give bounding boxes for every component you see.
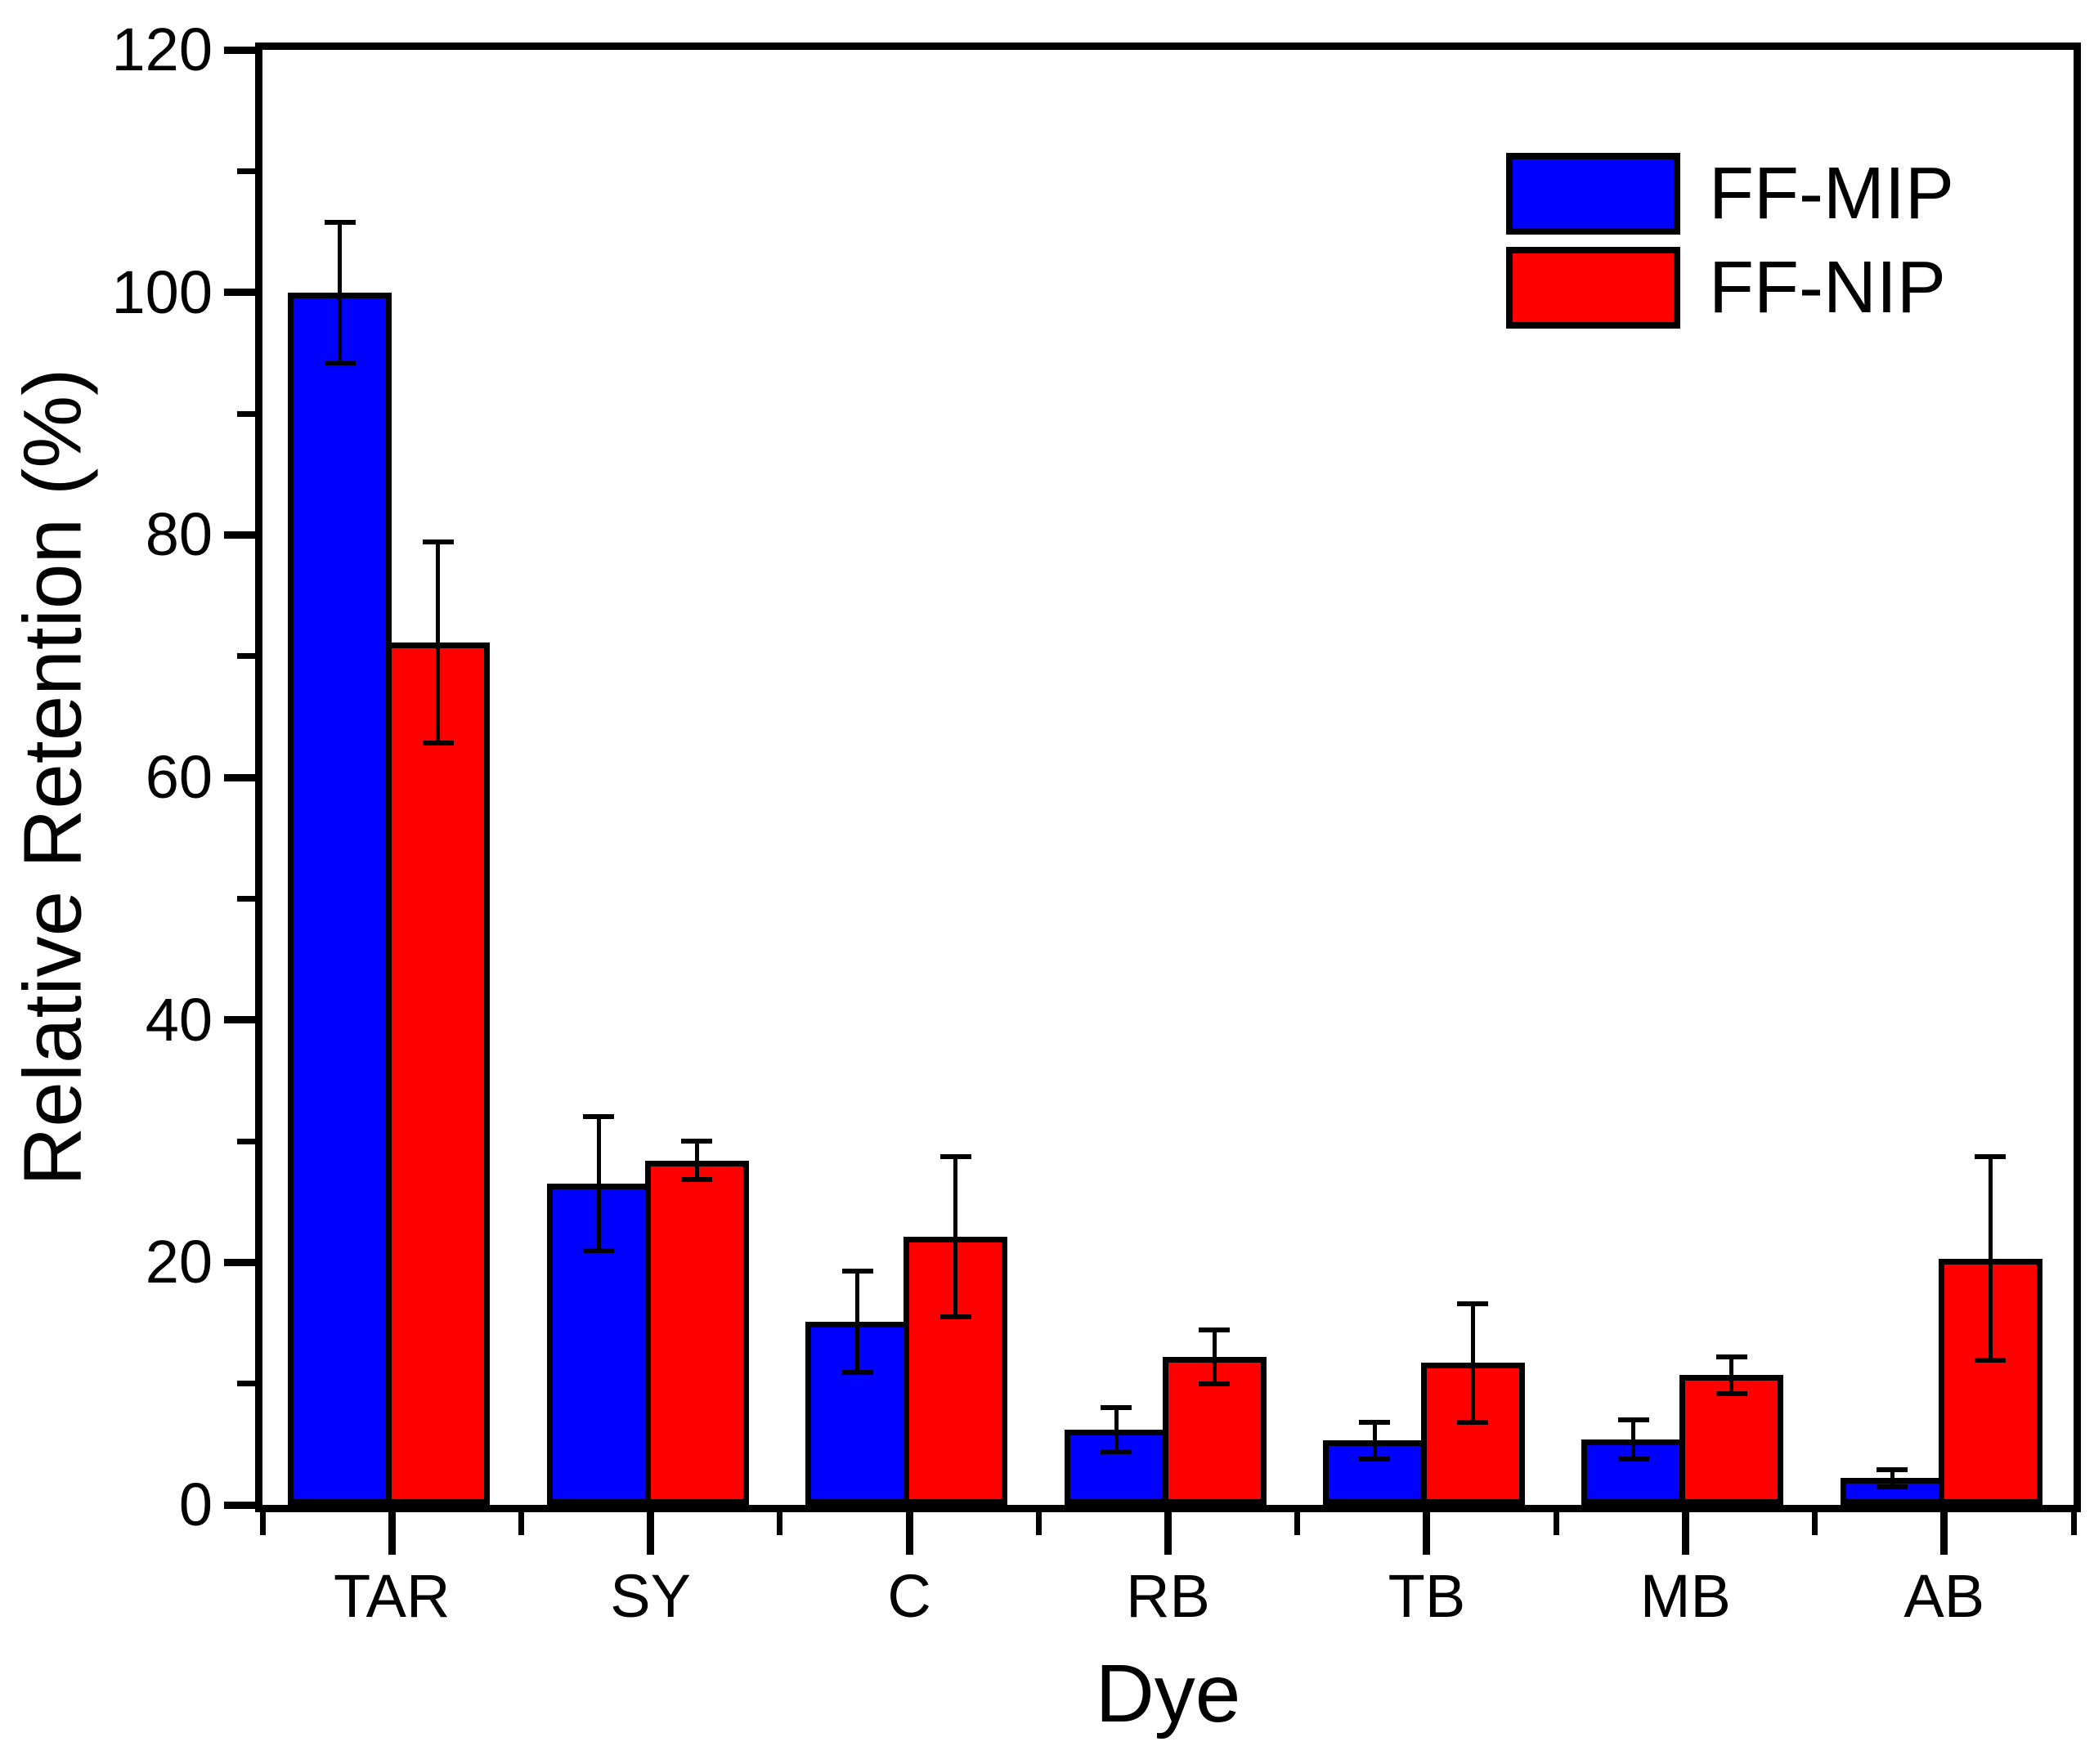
error-cap-bottom-FF-MIP-TB — [1359, 1456, 1391, 1462]
bar-FF-NIP-SY — [644, 1160, 749, 1505]
bar-FF-MIP-TAR — [288, 292, 392, 1505]
error-cap-top-FF-MIP-SY — [583, 1114, 615, 1120]
y-major-tick-100 — [224, 289, 255, 297]
x-axis-title: Dye — [1095, 1648, 1241, 1739]
x-major-tick-SY — [647, 1512, 655, 1555]
error-bar-FF-MIP-RB — [1114, 1408, 1119, 1452]
y-major-tick-120 — [224, 46, 255, 54]
error-bar-FF-NIP-RB — [1212, 1330, 1217, 1384]
x-tick-label-SY: SY — [610, 1562, 691, 1630]
error-cap-bottom-FF-MIP-C — [841, 1370, 873, 1376]
error-bar-FF-MIP-MB — [1631, 1420, 1636, 1459]
plot-area — [255, 43, 2081, 1512]
error-bar-FF-NIP-SY — [694, 1141, 699, 1180]
error-cap-top-FF-NIP-TAR — [422, 539, 454, 545]
x-minor-tick-0 — [259, 1512, 266, 1535]
y-minor-tick-50 — [237, 895, 255, 902]
x-minor-tick-5 — [1553, 1512, 1559, 1535]
y-minor-tick-10 — [237, 1381, 255, 1387]
error-cap-bottom-FF-MIP-SY — [583, 1247, 615, 1253]
error-cap-top-FF-MIP-MB — [1617, 1417, 1649, 1423]
x-tick-label-MB: MB — [1639, 1562, 1731, 1630]
legend-swatch-ff-nip — [1506, 247, 1680, 329]
x-minor-tick-4 — [1294, 1512, 1301, 1535]
x-tick-label-C: C — [887, 1562, 931, 1630]
error-cap-bottom-FF-MIP-RB — [1101, 1448, 1132, 1454]
x-major-tick-TB — [1423, 1512, 1431, 1555]
y-tick-label-20: 20 — [145, 1228, 213, 1296]
x-major-tick-C — [905, 1512, 913, 1555]
y-minor-tick-110 — [237, 168, 255, 174]
error-cap-bottom-FF-NIP-SY — [681, 1177, 713, 1183]
error-cap-bottom-FF-MIP-MB — [1617, 1456, 1649, 1462]
x-major-tick-MB — [1681, 1512, 1689, 1555]
error-cap-bottom-FF-MIP-AB — [1877, 1484, 1908, 1489]
error-cap-top-FF-MIP-TB — [1359, 1420, 1391, 1426]
error-bar-FF-MIP-AB — [1890, 1469, 1894, 1487]
error-cap-bottom-FF-NIP-MB — [1715, 1390, 1747, 1396]
error-bar-FF-NIP-C — [953, 1157, 958, 1318]
x-minor-tick-1 — [518, 1512, 524, 1535]
error-cap-bottom-FF-NIP-TAR — [422, 741, 454, 746]
error-cap-bottom-FF-NIP-TB — [1457, 1420, 1489, 1426]
error-cap-top-FF-MIP-RB — [1101, 1405, 1132, 1411]
error-bar-FF-MIP-C — [855, 1270, 860, 1373]
error-cap-top-FF-MIP-AB — [1877, 1466, 1908, 1472]
error-bar-FF-NIP-TB — [1470, 1303, 1475, 1423]
legend-label-ff-mip: FF-MIP — [1709, 153, 1954, 235]
y-tick-label-80: 80 — [145, 500, 213, 569]
x-minor-tick-2 — [777, 1512, 783, 1535]
error-bar-FF-NIP-AB — [1988, 1157, 1993, 1361]
y-tick-label-60: 60 — [145, 743, 213, 811]
x-minor-tick-6 — [1812, 1512, 1818, 1535]
y-tick-label-100: 100 — [111, 257, 213, 326]
error-cap-top-FF-NIP-MB — [1715, 1354, 1747, 1360]
error-cap-top-FF-NIP-RB — [1199, 1327, 1230, 1333]
y-major-tick-40 — [224, 1016, 255, 1024]
x-tick-label-RB: RB — [1126, 1562, 1210, 1630]
x-tick-label-AB: AB — [1903, 1562, 1985, 1630]
y-minor-tick-70 — [237, 653, 255, 660]
error-cap-bottom-FF-NIP-C — [939, 1314, 971, 1320]
error-cap-top-FF-NIP-AB — [1975, 1154, 2007, 1160]
error-bar-FF-NIP-MB — [1729, 1357, 1734, 1394]
y-major-tick-0 — [224, 1501, 255, 1509]
error-cap-bottom-FF-NIP-AB — [1975, 1358, 2007, 1363]
x-major-tick-RB — [1164, 1512, 1172, 1555]
legend-swatch-ff-mip — [1506, 153, 1680, 235]
x-tick-label-TAR: TAR — [333, 1562, 451, 1630]
y-major-tick-20 — [224, 1258, 255, 1266]
y-major-tick-80 — [224, 531, 255, 539]
error-cap-bottom-FF-NIP-RB — [1199, 1381, 1230, 1386]
legend-label-ff-nip: FF-NIP — [1709, 247, 1946, 329]
x-minor-tick-3 — [1035, 1512, 1042, 1535]
y-tick-label-120: 120 — [111, 16, 213, 83]
error-bar-FF-NIP-TAR — [436, 542, 441, 744]
x-major-tick-AB — [1940, 1512, 1948, 1555]
error-cap-top-FF-MIP-C — [841, 1268, 873, 1274]
error-cap-top-FF-NIP-C — [939, 1154, 971, 1160]
x-tick-label-TB: TB — [1388, 1562, 1466, 1630]
error-cap-top-FF-NIP-SY — [681, 1139, 713, 1144]
error-bar-FF-MIP-TAR — [338, 222, 343, 363]
bar-FF-NIP-TAR — [386, 642, 491, 1505]
y-minor-tick-30 — [237, 1138, 255, 1144]
y-minor-tick-90 — [237, 410, 255, 417]
error-bar-FF-MIP-TB — [1372, 1422, 1377, 1459]
x-minor-tick-7 — [2070, 1512, 2077, 1535]
error-cap-top-FF-MIP-TAR — [324, 219, 356, 225]
x-major-tick-TAR — [388, 1512, 396, 1555]
error-bar-FF-MIP-SY — [596, 1117, 601, 1251]
error-cap-bottom-FF-MIP-TAR — [324, 360, 356, 365]
y-major-tick-60 — [224, 773, 255, 781]
y-tick-label-0: 0 — [178, 1471, 213, 1538]
error-cap-top-FF-NIP-TB — [1457, 1301, 1489, 1306]
y-tick-label-40: 40 — [145, 985, 213, 1054]
